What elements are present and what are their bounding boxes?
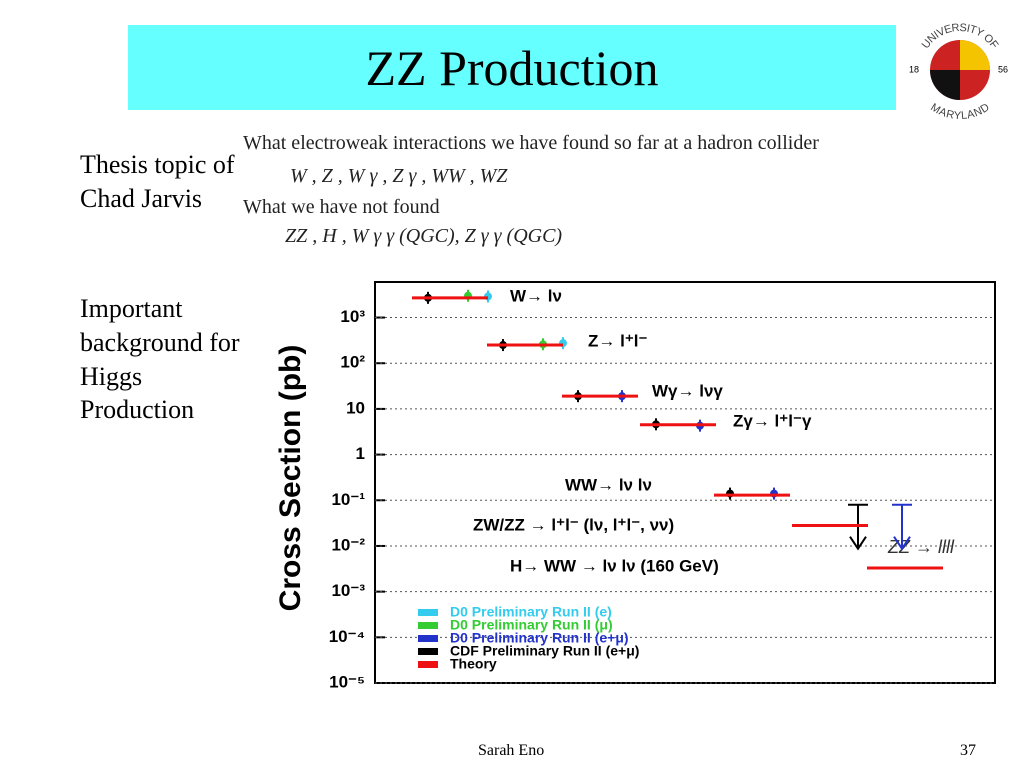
- legend-swatch: [418, 609, 438, 616]
- limit-arrowhead: [893, 536, 911, 551]
- category-label: Wγ→ lνγ: [652, 381, 723, 400]
- category-label: H→ WW → lν lν (160 GeV): [510, 556, 719, 575]
- category-label: ZW/ZZ → l⁺l⁻ (lν, l⁺l⁻, νν): [473, 515, 674, 534]
- category-label: W→ lν: [510, 286, 562, 305]
- sidebar-text: Thesis topic of Chad Jarvis: [80, 150, 235, 213]
- note: W , Z , W γ , Z γ , WW , WZ: [290, 165, 508, 187]
- y-tick-label: 10³: [340, 307, 365, 326]
- note: What we have not found: [243, 196, 440, 218]
- y-tick-label: 10⁻¹: [331, 490, 365, 509]
- annotation: ZZ → llll: [887, 537, 955, 557]
- logo: UNIVERSITY OF MARYLAND 18 56: [909, 22, 1008, 122]
- legend-label: D0 Preliminary Run II (μ): [450, 617, 613, 633]
- limit-arrowhead: [849, 536, 867, 551]
- legend-label: D0 Preliminary Run II (e+μ): [450, 630, 629, 646]
- logo-year: 18: [909, 64, 919, 74]
- logo-year: 56: [998, 64, 1008, 74]
- y-tick-label: 10⁻⁴: [329, 627, 365, 646]
- y-tick-label: 10: [346, 398, 365, 417]
- category-label: WW→ lν lν: [565, 475, 652, 494]
- footer-author: Sarah Eno: [478, 742, 545, 759]
- title: ZZ Production: [128, 25, 896, 110]
- legend-label: Theory: [450, 656, 497, 672]
- logo-quarter: [960, 40, 990, 70]
- footer-page: 37: [960, 742, 976, 759]
- legend-swatch: [418, 648, 438, 655]
- note: What electroweak interactions we have fo…: [243, 132, 819, 154]
- chart: Cross Section (pb) ZZ → llll 10⁻⁵ 10⁻⁴ 10⁻…: [243, 272, 997, 697]
- legend-swatch: [418, 635, 438, 642]
- category-label: Z→ l⁺l⁻: [588, 331, 648, 350]
- legend-swatch: [418, 661, 438, 668]
- y-tick-label: 10²: [340, 353, 365, 372]
- y-tick-label: 10⁻²: [331, 535, 365, 554]
- y-tick-label: 10⁻⁵: [329, 672, 365, 691]
- legend-swatch: [418, 622, 438, 629]
- y-axis-label: Cross Section (pb): [274, 345, 307, 612]
- category-label: Zγ→ l⁺l⁻γ: [733, 411, 812, 430]
- y-tick-label: 10⁻³: [331, 581, 365, 600]
- legend-label: CDF Preliminary Run II (e+μ): [450, 643, 639, 659]
- note: ZZ , H , W γ γ (QGC), Z γ γ (QGC): [285, 225, 563, 247]
- y-tick-label: 1: [356, 444, 365, 463]
- logo-quarter: [930, 70, 960, 100]
- legend-label: D0 Preliminary Run II (e): [450, 604, 612, 620]
- sidebar-text: Important background for Higgs Productio…: [80, 294, 240, 425]
- plot-bg: [243, 272, 997, 697]
